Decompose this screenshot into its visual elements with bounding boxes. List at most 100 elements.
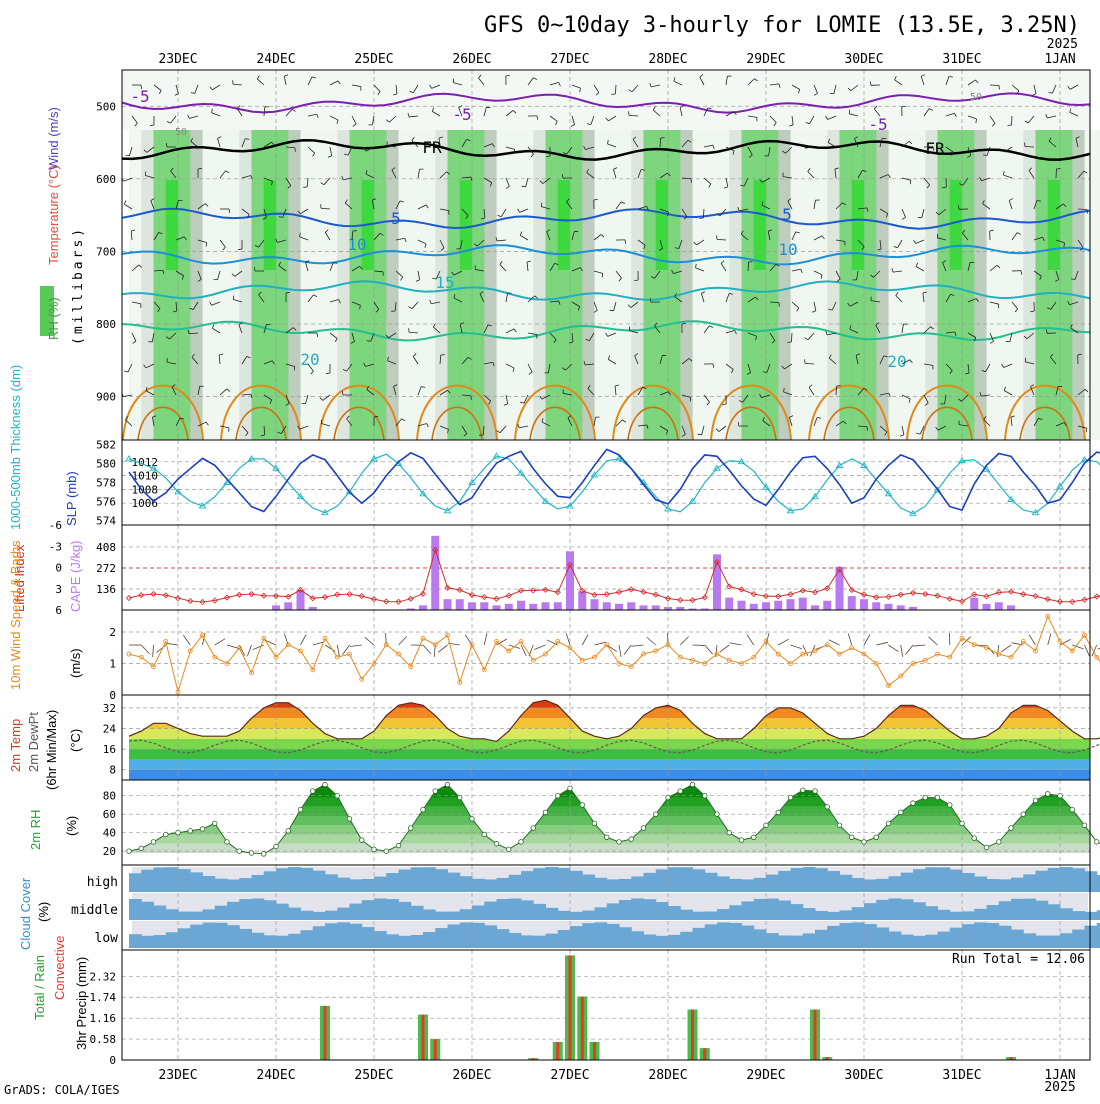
rh-shade-column (264, 130, 277, 440)
cloud-cover-bar (288, 934, 301, 948)
cape-bar (860, 599, 868, 610)
cloud-cover-bar (729, 905, 742, 920)
rh-ytick: 20 (103, 845, 116, 858)
cape-bar (725, 598, 733, 610)
cloud-cover-bar (803, 933, 816, 948)
contour-label: 10 (778, 240, 797, 259)
cape-bar (970, 598, 978, 610)
cloud-cover-bar (301, 911, 314, 920)
cloud-cover-bar (815, 911, 828, 920)
cloud-cover-bar (693, 869, 706, 892)
cloud-cover-bar (215, 923, 228, 948)
cape-bar (762, 602, 770, 610)
precip-ytick: 2.32 (90, 970, 117, 983)
cloud-cover-bar (889, 876, 902, 892)
rh-marker (568, 786, 573, 791)
rh-marker (984, 845, 989, 850)
rh-marker (384, 849, 389, 854)
cloud-cover-bar (631, 898, 644, 920)
cloud-cover-bar (950, 870, 963, 892)
bottom-date-label: 26DEC (452, 1068, 491, 1083)
cape-bar (493, 605, 501, 610)
upper-ytick: 800 (96, 318, 116, 331)
rh-shade-column (595, 130, 608, 440)
temp-ytick: 24 (103, 722, 117, 735)
cloud-cover-bar (166, 932, 179, 948)
cloud-cover-bar (607, 879, 620, 892)
rh-ytick: 40 (103, 827, 116, 840)
cloud-cover-bar (864, 924, 877, 948)
rh-units: (%) (64, 816, 79, 836)
cape-bar (799, 598, 807, 610)
wind-label: 10m Wind Speed & Barbs (8, 540, 23, 690)
rh-marker (274, 844, 279, 849)
cloud-cover-bar (938, 910, 951, 920)
cloud-cover-bar (239, 929, 252, 948)
cloud-cover-bar (435, 928, 448, 948)
cape-bar (872, 602, 880, 610)
cloud-cover-bar (889, 898, 902, 920)
cloud-cover-bar (1060, 908, 1073, 920)
cloud-cover-bar (644, 873, 657, 892)
credit-text: GrADS: COLA/IGES (4, 1083, 120, 1097)
cloud-cover-bar (852, 907, 865, 920)
rh-shade-column (288, 130, 301, 440)
rh-marker (1021, 812, 1026, 817)
cloud-cover-bar (852, 878, 865, 892)
cloud-cover-bar (582, 875, 595, 892)
rh-shade-column (1048, 130, 1061, 440)
cloud-cover-bar (938, 932, 951, 948)
rh-marker (531, 826, 536, 831)
cloud-cover-bar (239, 878, 252, 892)
cloud-cover-bar (411, 867, 424, 892)
cloud-cover-bar (680, 910, 693, 920)
temp-units: (°C) (68, 729, 83, 752)
precip-label-total: Total / Rain (32, 955, 47, 1020)
cape-bar (897, 605, 905, 610)
cloud-cover-bar (411, 935, 424, 948)
cloud-cover-bar (1072, 911, 1085, 920)
cloud-cover-bar (999, 879, 1012, 892)
cloud-cover-bar (1036, 936, 1049, 948)
cloud-cover-bar (521, 935, 534, 948)
thickness-ytick: 576 (96, 495, 116, 508)
cloud-cover-bar (288, 867, 301, 892)
cloud-cover-bar (1011, 878, 1024, 892)
cloud-cover-bar (399, 870, 412, 892)
rh-marker (800, 788, 805, 793)
contour-label: 20 (887, 352, 906, 371)
panel-background (122, 950, 1090, 1060)
cloud-cover-bar (350, 924, 363, 948)
cloud-cover-bar (239, 899, 252, 920)
cloud-row-label: middle (71, 903, 118, 918)
cloud-cover-bar (644, 934, 657, 948)
temp-ytick: 32 (103, 702, 116, 715)
cape-bar (848, 596, 856, 610)
wind-units: (m/s) (68, 648, 83, 678)
contour-label: 10 (347, 235, 366, 254)
cloud-cover-bar (1072, 930, 1085, 948)
cape-bar (1007, 605, 1015, 610)
rh-shade-column (693, 130, 706, 440)
temp-color-band (122, 770, 1090, 780)
rh-marker (788, 795, 793, 800)
cloud-cover-bar (288, 908, 301, 920)
slp-label-thickness: 1000-500mb Thickness (dm) (8, 365, 23, 530)
cape-label-cape: CAPE (J/kg) (68, 540, 83, 612)
cloud-cover-bar (1085, 926, 1098, 948)
cloud-cover-bar (840, 875, 853, 892)
rh-marker (200, 827, 205, 832)
minmax-label: (6hr Min/Max) (44, 710, 59, 790)
rh-marker (188, 829, 193, 834)
cloud-cover-bar (362, 927, 375, 948)
cloud-cover-bar (656, 902, 669, 920)
cloud-label: Cloud Cover (18, 877, 33, 950)
cloud-cover-bar (705, 924, 718, 948)
cloud-cover-bar (227, 879, 240, 892)
cloud-cover-bar (950, 928, 963, 948)
rh-shade-column (754, 130, 767, 440)
cloud-cover-bar (558, 930, 571, 948)
li-ytick: 3 (55, 583, 62, 596)
